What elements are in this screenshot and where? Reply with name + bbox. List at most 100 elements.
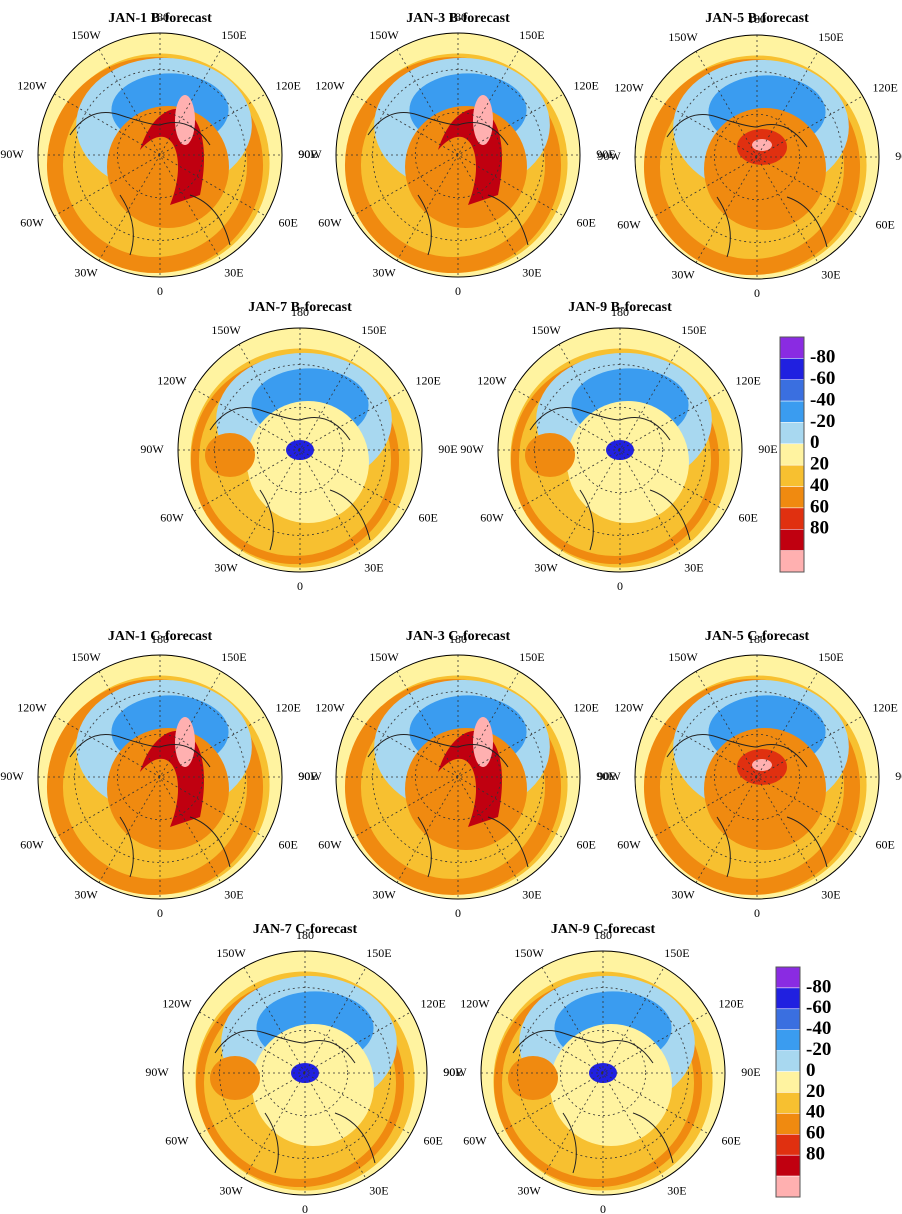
graticule	[713, 113, 801, 201]
lon-label: 60E	[576, 837, 595, 851]
graticule	[414, 733, 502, 821]
colorbar-label: -20	[806, 1039, 831, 1060]
colorbar-swatch	[779, 529, 805, 551]
lon-label: 30W	[671, 887, 695, 901]
colorbar-swatch	[779, 464, 805, 487]
colorbar-swatch	[779, 550, 805, 573]
colorbar-swatch	[775, 1175, 801, 1198]
lon-label: 60E	[278, 837, 297, 851]
colorbar-swatch	[775, 1154, 801, 1177]
lon-label: 120W	[614, 700, 644, 714]
lon-label: 90W	[443, 1065, 467, 1079]
lon-label: 30W	[671, 267, 695, 281]
colorbar-label: 80	[806, 1144, 825, 1165]
colorbar-swatch	[779, 507, 805, 530]
lon-label: 60W	[480, 510, 504, 524]
orange-spot	[525, 433, 575, 477]
lon-label: 150W	[71, 650, 101, 664]
lon-label: 60W	[165, 1133, 189, 1147]
lon-label: 90E	[298, 147, 317, 161]
lon-label: 150W	[211, 323, 241, 337]
graticule	[261, 1029, 349, 1117]
lon-label: 30E	[364, 560, 383, 574]
lon-label: 180	[296, 928, 314, 942]
graticule	[256, 406, 344, 494]
map	[635, 35, 879, 279]
colorbar-label: -60	[810, 368, 835, 389]
lon-label: 120W	[17, 700, 47, 714]
lon-label: 60E	[278, 215, 297, 229]
coastline	[69, 112, 231, 256]
lon-label: 120E	[275, 700, 300, 714]
colorbar-label: -20	[810, 411, 835, 432]
lon-label: 150W	[369, 650, 399, 664]
lon-label: 120W	[315, 700, 345, 714]
lon-label: 180	[151, 10, 169, 24]
lon-label: 30E	[667, 1183, 686, 1197]
lon-label: 150W	[71, 28, 101, 42]
coastline	[214, 1030, 376, 1174]
colorbar-label: 60	[806, 1123, 825, 1144]
lon-label: 120W	[614, 80, 644, 94]
orange-core	[567, 401, 689, 523]
lon-label: 180	[151, 632, 169, 646]
colorbar-swatch	[779, 379, 805, 402]
pink-core	[752, 139, 772, 151]
colorbar-swatch	[775, 1113, 801, 1135]
lon-label: 90W	[597, 149, 621, 163]
lon-label: 150E	[681, 323, 706, 337]
coastline	[69, 734, 231, 878]
lon-label: 180	[449, 10, 467, 24]
map-border	[634, 654, 880, 900]
map	[635, 655, 879, 899]
lon-label: 60E	[576, 215, 595, 229]
colorbar-swatch	[775, 1050, 801, 1072]
graticule	[98, 49, 222, 261]
lon-label: 0	[455, 906, 461, 920]
lon-label: 60E	[418, 510, 437, 524]
map-title: JAN-7 B-forecast	[248, 300, 352, 315]
lon-label: 30W	[74, 887, 98, 901]
lon-label: 120W	[315, 78, 345, 92]
map-border	[37, 654, 283, 900]
colorbar-swatch	[779, 486, 805, 509]
coastline	[367, 112, 529, 256]
map	[38, 655, 282, 899]
lon-label: 180	[748, 12, 766, 26]
lon-label: 120E	[718, 996, 743, 1010]
lon-label: 120W	[460, 996, 490, 1010]
lon-label: 0	[600, 1202, 606, 1214]
colorbar-label: 0	[810, 432, 820, 453]
lon-label: 90W	[0, 769, 24, 783]
colorbar-label: 20	[810, 454, 829, 475]
colorbar-label: 60	[810, 496, 829, 517]
lon-label: 150E	[221, 650, 246, 664]
lon-label: 30E	[224, 887, 243, 901]
colorbar-label: -80	[810, 347, 835, 368]
map	[498, 328, 742, 572]
lon-label: 60W	[160, 510, 184, 524]
colorbar-label: -40	[810, 389, 835, 410]
lon-label: 0	[297, 579, 303, 593]
lon-label: 90E	[596, 147, 615, 161]
map	[178, 328, 422, 572]
jet-core	[473, 95, 493, 145]
lon-label: 60W	[617, 837, 641, 851]
colorbar-border	[779, 336, 805, 573]
graticule	[396, 49, 520, 261]
coastline	[512, 1030, 674, 1174]
lon-label: 90E	[438, 442, 457, 456]
graticule	[713, 733, 801, 821]
map-title: JAN-3 C-forecast	[406, 629, 511, 644]
lon-label: 120E	[573, 700, 598, 714]
lon-label: 90E	[895, 149, 902, 163]
lon-label: 30W	[74, 265, 98, 279]
lon-label: 150E	[818, 650, 843, 664]
lon-label: 180	[291, 305, 309, 319]
colorbar-swatch	[779, 358, 805, 380]
lon-label: 60E	[738, 510, 757, 524]
lon-label: 30W	[534, 560, 558, 574]
orange-core	[252, 1024, 374, 1146]
graticule	[243, 967, 367, 1179]
